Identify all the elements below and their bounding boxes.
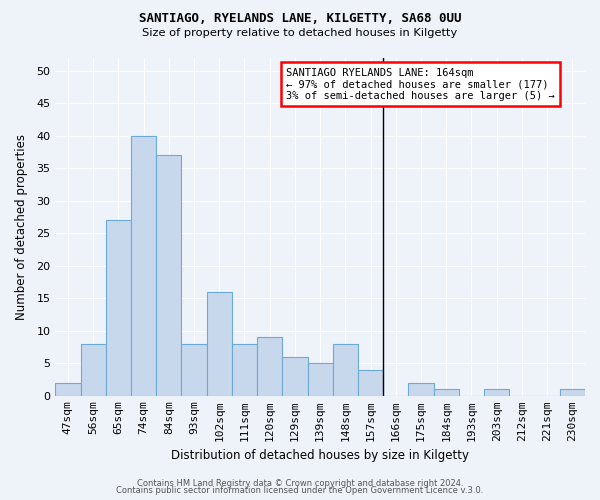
Bar [333,344,358,396]
Bar [358,370,383,396]
Bar [106,220,131,396]
Bar [55,383,80,396]
Text: Contains HM Land Registry data © Crown copyright and database right 2024.: Contains HM Land Registry data © Crown c… [137,478,463,488]
Bar [283,357,308,396]
Bar [434,390,459,396]
Bar [560,390,585,396]
Text: Size of property relative to detached houses in Kilgetty: Size of property relative to detached ho… [142,28,458,38]
Bar [131,136,156,396]
Bar [484,390,509,396]
Bar [257,338,283,396]
Bar [308,364,333,396]
Text: SANTIAGO, RYELANDS LANE, KILGETTY, SA68 0UU: SANTIAGO, RYELANDS LANE, KILGETTY, SA68 … [139,12,461,26]
Text: SANTIAGO RYELANDS LANE: 164sqm
← 97% of detached houses are smaller (177)
3% of : SANTIAGO RYELANDS LANE: 164sqm ← 97% of … [286,68,554,101]
Text: Contains public sector information licensed under the Open Government Licence v.: Contains public sector information licen… [116,486,484,495]
Bar [206,292,232,396]
Bar [181,344,206,396]
Bar [156,155,181,396]
Bar [80,344,106,396]
X-axis label: Distribution of detached houses by size in Kilgetty: Distribution of detached houses by size … [171,450,469,462]
Y-axis label: Number of detached properties: Number of detached properties [15,134,28,320]
Bar [232,344,257,396]
Bar [409,383,434,396]
